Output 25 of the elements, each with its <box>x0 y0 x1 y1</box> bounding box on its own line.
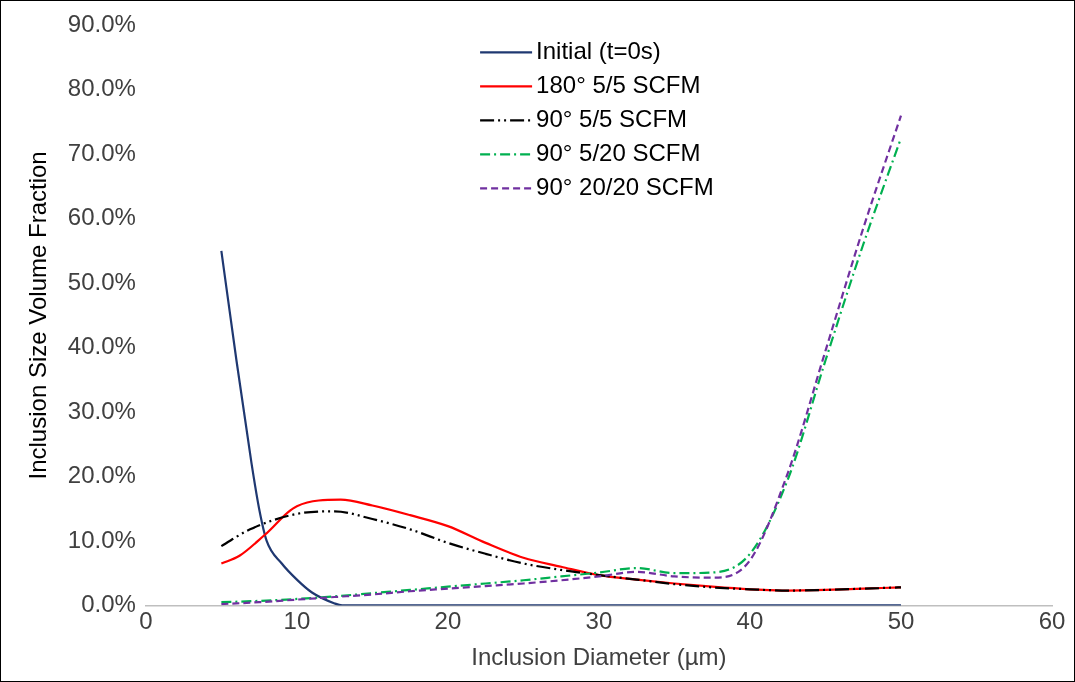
y-tick-label: 0.0% <box>81 590 136 618</box>
y-tick-label: 70.0% <box>67 138 136 166</box>
y-axis-title: Inclusion Size Volume Fraction <box>24 151 52 480</box>
y-tick-label: 10.0% <box>67 525 136 553</box>
x-tick-label: 0 <box>139 607 153 635</box>
x-tick-label: 30 <box>585 607 613 635</box>
x-tick-label: 50 <box>887 607 915 635</box>
y-tick-label: 90.0% <box>67 10 136 38</box>
x-tick-label: 40 <box>736 607 764 635</box>
legend-label: 90° 5/5 SCFM <box>536 105 688 133</box>
x-axis-title: Inclusion Diameter (µm) <box>471 643 727 671</box>
y-tick-label: 40.0% <box>67 332 136 360</box>
y-tick-label: 80.0% <box>67 74 136 102</box>
y-tick-label: 50.0% <box>67 267 136 295</box>
y-tick-label: 20.0% <box>67 461 136 489</box>
legend-label: 90° 20/20 SCFM <box>536 173 714 201</box>
x-tick-label: 60 <box>1038 607 1066 635</box>
y-tick-label: 60.0% <box>67 203 136 231</box>
line-series <box>220 249 903 606</box>
y-tick-label: 30.0% <box>67 396 136 424</box>
legend-label: Initial (t=0s) <box>536 37 661 65</box>
x-tick-label: 10 <box>283 607 311 635</box>
x-tick-label: 20 <box>434 607 462 635</box>
legend-label: 180° 5/5 SCFM <box>536 71 701 99</box>
legend-label: 90° 5/20 SCFM <box>536 139 701 167</box>
